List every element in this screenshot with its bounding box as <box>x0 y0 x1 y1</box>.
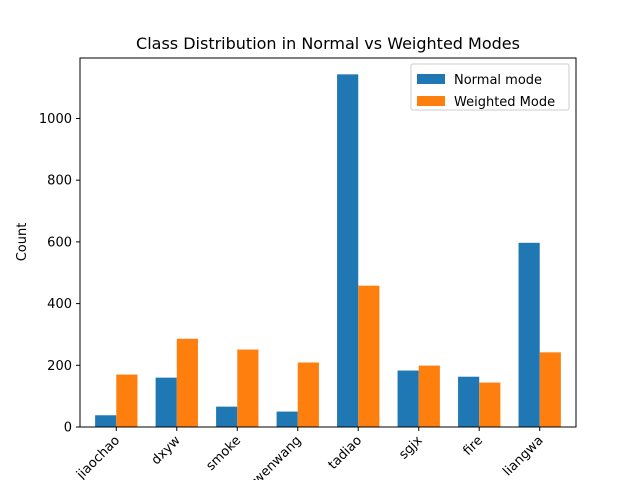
bar-normal-mode-sgjx <box>397 370 419 427</box>
bar-normal-mode-jinwenwang <box>276 411 298 427</box>
bar-normal-mode-jiaochao <box>95 415 117 427</box>
bar-normal-mode-smoke <box>216 406 238 427</box>
bar-weighted-mode-jiaochao <box>116 374 138 427</box>
y-axis-label: Count <box>15 223 30 262</box>
y-tick-label: 200 <box>47 359 72 374</box>
chart-title: Class Distribution in Normal vs Weighted… <box>136 34 520 53</box>
x-tick-label: smoke <box>203 433 244 474</box>
bar-normal-mode-tadiao <box>337 74 359 427</box>
bar-normal-mode-dxyw <box>155 377 177 427</box>
legend-swatch <box>417 74 445 84</box>
bar-weighted-mode-dxyw <box>176 338 198 427</box>
bar-normal-mode-liangwa <box>518 242 540 427</box>
y-tick-label: 600 <box>47 235 72 250</box>
plot-frame <box>79 57 577 428</box>
x-tick-label: dxyw <box>149 433 184 468</box>
bar-weighted-mode-sgjx <box>418 365 440 427</box>
legend-box <box>410 63 570 111</box>
legend-swatch <box>417 96 445 106</box>
legend: Normal mode Weighted Mode <box>410 63 570 111</box>
bar-weighted-mode-liangwa <box>539 352 561 427</box>
bars <box>95 74 561 427</box>
y-tick-label: 1000 <box>39 112 72 127</box>
bar-weighted-mode-tadiao <box>358 285 380 427</box>
legend-label: Weighted Mode <box>454 95 555 110</box>
bar-normal-mode-fire <box>458 376 480 427</box>
x-tick-label: tadiao <box>326 433 366 473</box>
y-tick-label: 400 <box>47 297 72 312</box>
y-tick-label: 0 <box>64 421 72 436</box>
bar-weighted-mode-smoke <box>237 349 259 427</box>
x-tick-label: sgjx <box>396 433 425 462</box>
x-tick-label: jinwenwang <box>239 433 305 480</box>
x-tick-label: fire <box>460 433 486 459</box>
bar-weighted-mode-jinwenwang <box>297 362 319 427</box>
x-tick-label: liangwa <box>500 433 546 479</box>
legend-label: Normal mode <box>454 73 542 88</box>
bar-weighted-mode-fire <box>479 382 501 427</box>
x-tick-label: jiaochao <box>73 433 123 480</box>
y-tick-label: 800 <box>47 174 72 189</box>
